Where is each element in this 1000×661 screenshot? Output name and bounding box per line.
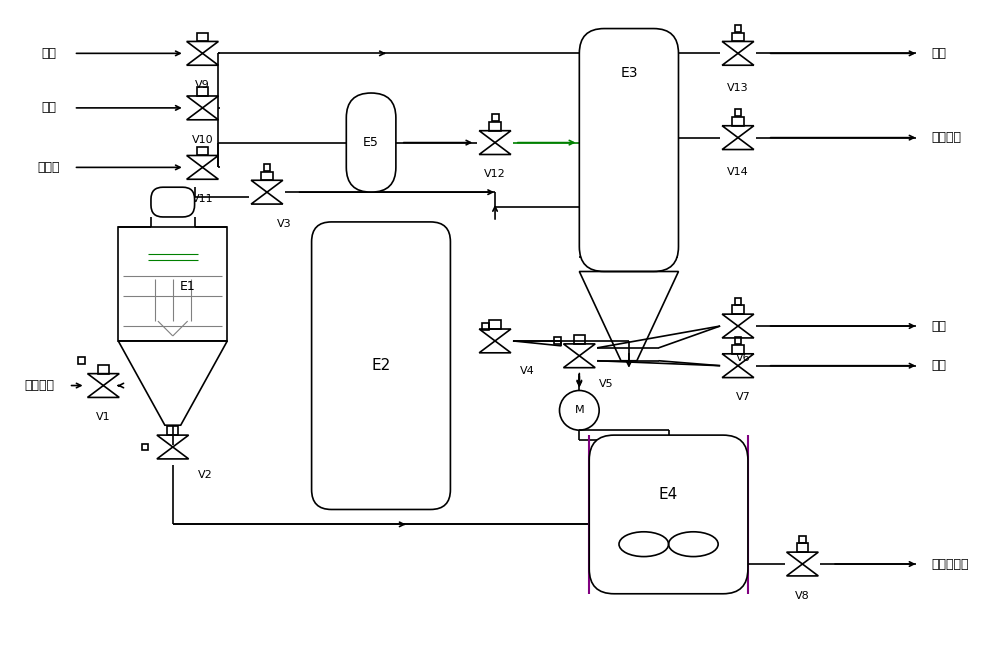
Bar — [98, 365, 109, 373]
Text: V13: V13 — [727, 83, 749, 93]
Text: 放空: 放空 — [931, 47, 946, 60]
Text: V1: V1 — [96, 412, 111, 422]
Bar — [264, 164, 270, 171]
Text: V4: V4 — [520, 366, 535, 375]
Text: E4: E4 — [659, 487, 678, 502]
Text: V14: V14 — [727, 167, 749, 177]
Text: E3: E3 — [620, 66, 638, 80]
Text: 热水: 热水 — [41, 101, 56, 114]
Text: 废液: 废液 — [931, 319, 946, 332]
FancyBboxPatch shape — [579, 28, 678, 272]
Bar — [735, 25, 741, 32]
FancyBboxPatch shape — [589, 435, 748, 594]
Bar — [197, 33, 208, 42]
Bar — [142, 444, 148, 451]
Text: V2: V2 — [198, 470, 212, 480]
Bar — [489, 321, 501, 329]
Bar — [167, 426, 178, 435]
Bar — [78, 358, 85, 364]
Bar — [554, 338, 561, 344]
Bar — [732, 117, 744, 126]
Text: E2: E2 — [371, 358, 391, 373]
Text: V9: V9 — [195, 80, 210, 90]
Bar — [482, 323, 489, 329]
Bar — [735, 338, 741, 344]
Bar — [197, 147, 208, 155]
Text: 碱液: 碱液 — [41, 47, 56, 60]
Bar — [732, 345, 744, 354]
Bar — [735, 109, 741, 116]
Bar — [197, 87, 208, 96]
Text: V6: V6 — [736, 353, 750, 363]
Text: V12: V12 — [484, 169, 506, 179]
FancyBboxPatch shape — [346, 93, 396, 192]
Bar — [489, 122, 501, 131]
Bar — [732, 305, 744, 314]
Text: V11: V11 — [192, 194, 213, 204]
Text: E5: E5 — [363, 136, 379, 149]
Text: V8: V8 — [795, 591, 810, 601]
Text: 去配料单元: 去配料单元 — [931, 557, 969, 570]
Bar — [797, 543, 808, 552]
Text: 去蒸馏塔: 去蒸馏塔 — [931, 131, 961, 144]
Text: V3: V3 — [277, 219, 292, 229]
Text: M: M — [575, 405, 584, 415]
Text: 旁路: 旁路 — [931, 359, 946, 372]
Text: V5: V5 — [599, 379, 614, 389]
FancyBboxPatch shape — [312, 222, 450, 510]
Text: 空缩气: 空缩气 — [38, 161, 60, 174]
Bar — [732, 33, 744, 42]
Bar — [574, 335, 585, 344]
Bar — [261, 172, 273, 180]
Text: 氧化母液: 氧化母液 — [24, 379, 54, 392]
Text: V7: V7 — [736, 393, 750, 403]
Text: V10: V10 — [192, 135, 213, 145]
Bar — [735, 297, 741, 305]
Text: E1: E1 — [180, 280, 196, 293]
Bar — [799, 536, 806, 543]
Bar — [492, 114, 499, 121]
FancyBboxPatch shape — [151, 187, 195, 217]
